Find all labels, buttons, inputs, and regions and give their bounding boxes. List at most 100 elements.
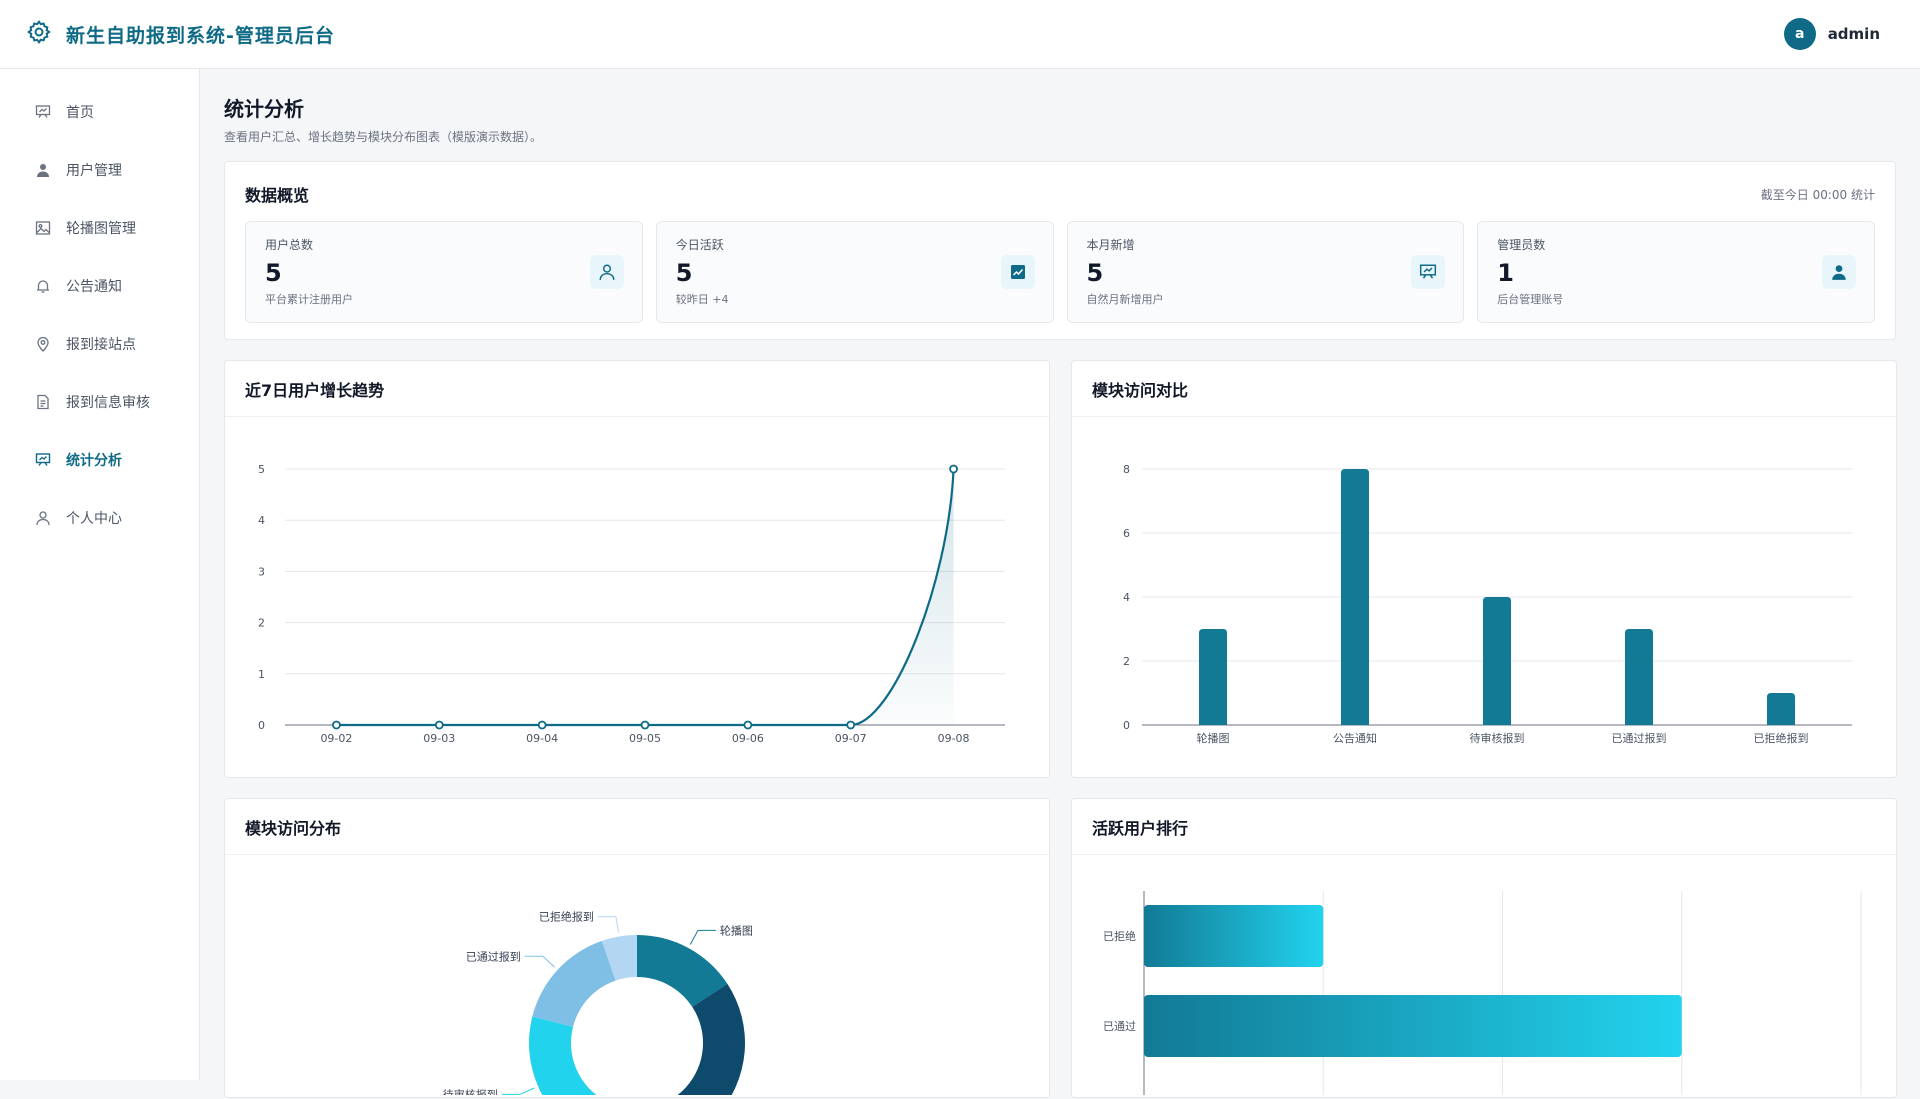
x-tick-label: 已通过报到 xyxy=(1612,731,1667,745)
presentation-icon xyxy=(1411,255,1446,289)
sidebar-item-label: 用户管理 xyxy=(66,163,122,179)
stat-value: 5 xyxy=(265,259,282,287)
data-point xyxy=(640,720,650,730)
stat-label: 本月新增 xyxy=(1086,238,1135,252)
user-menu[interactable]: a admin xyxy=(1783,18,1880,50)
bar xyxy=(1483,597,1511,725)
x-tick-label: 09-02 xyxy=(320,732,352,745)
gear-icon[interactable] xyxy=(26,19,52,49)
location-pin-icon xyxy=(34,335,52,353)
data-point xyxy=(434,720,444,730)
stat-card-admins: 管理员数 1 后台管理账号 xyxy=(1477,221,1875,323)
visits-chart-panel: 模块访问对比 0 2 4 6 8 轮播图 公告通知 待审核报到 已通过报到 已拒绝报到 xyxy=(1071,360,1897,778)
y-tick-label: 3 xyxy=(258,565,265,578)
slice-label: 已拒绝报到 xyxy=(539,910,594,924)
overview-card: 数据概览 截至今日 00:00 统计 用户总数 5 平台累计注册用户 今日活跃 … xyxy=(224,161,1896,340)
sidebar-item-stations[interactable]: 报到接站点 xyxy=(0,315,199,373)
stat-card-total-users: 用户总数 5 平台累计注册用户 xyxy=(245,221,643,323)
main-content: 统计分析 查看用户汇总、增长趋势与模块分布图表（模版演示数据）。 数据概览 截至… xyxy=(224,69,1897,1099)
x-tick-label: 09-06 xyxy=(732,732,764,745)
series-line xyxy=(336,468,955,727)
sidebar-item-label: 首页 xyxy=(66,105,94,121)
data-point xyxy=(537,720,547,730)
bar xyxy=(1199,629,1227,725)
stat-card-active-today: 今日活跃 5 较昨日 +4 xyxy=(655,221,1054,323)
ranking-chart-panel: 活跃用户排行 已拒绝已通过 xyxy=(1071,798,1897,1098)
page-subtitle: 查看用户汇总、增长趋势与模块分布图表（模版演示数据）。 xyxy=(224,130,543,144)
y-tick-label: 4 xyxy=(258,514,265,527)
y-tick-label: 2 xyxy=(1123,655,1130,668)
donut-slice xyxy=(532,940,616,1027)
sidebar-item-label: 个人中心 xyxy=(66,511,122,527)
sidebar-item-review[interactable]: 报到信息审核 xyxy=(0,373,199,431)
x-tick-label: 09-03 xyxy=(423,732,455,745)
sidebar-item-label: 统计分析 xyxy=(66,453,122,469)
donut-slice xyxy=(671,983,745,1099)
bar xyxy=(1144,995,1682,1057)
person-outline-icon xyxy=(34,509,52,527)
x-tick-label: 轮播图 xyxy=(1197,731,1230,745)
x-tick-label: 09-08 xyxy=(938,732,970,745)
stat-card-monthly-new: 本月新增 5 自然月新增用户 xyxy=(1066,221,1465,323)
bar xyxy=(1625,629,1653,725)
donut-slice xyxy=(601,935,637,981)
username[interactable]: admin xyxy=(1827,25,1880,43)
sidebar-item-label: 报到信息审核 xyxy=(66,395,150,411)
data-point xyxy=(949,464,958,474)
y-tick-label: 8 xyxy=(1123,463,1130,476)
user-icon xyxy=(34,161,52,179)
data-point xyxy=(743,720,753,730)
app-title: 新生自助报到系统-管理员后台 xyxy=(66,24,335,47)
chart-board-icon xyxy=(34,451,52,469)
ranking-chart-title: 活跃用户排行 xyxy=(1072,799,1896,855)
growth-line-chart: 0 1 2 3 4 5 09-02 09-03 09-04 09-05 09-06 09-07 09-0… xyxy=(258,463,1005,745)
y-tick-label: 0 xyxy=(1123,719,1130,732)
sidebar-item-label: 报到接站点 xyxy=(66,337,136,353)
label-leader-line xyxy=(501,1087,535,1095)
growth-chart-panel: 近7日用户增长趋势 0 1 2 3 4 5 09-02 09-03 09-04 09-05 09-0… xyxy=(224,360,1050,778)
page-title: 统计分析 xyxy=(224,97,304,121)
stat-label: 今日活跃 xyxy=(675,238,724,252)
stat-label: 管理员数 xyxy=(1497,238,1546,252)
donut-slice xyxy=(637,935,728,1007)
x-tick-label: 已拒绝报到 xyxy=(1754,731,1809,745)
trend-chart-icon xyxy=(1000,255,1035,289)
y-tick-label: 已拒绝 xyxy=(1103,929,1136,943)
sidebar-item-home[interactable]: 首页 xyxy=(0,83,199,141)
visits-bar-chart: 0 2 4 6 8 轮播图 公告通知 待审核报到 已通过报到 已拒绝报到 xyxy=(1123,463,1852,745)
y-tick-label: 0 xyxy=(258,719,265,732)
sidebar-item-carousel[interactable]: 轮播图管理 xyxy=(0,199,199,257)
slice-label: 轮播图 xyxy=(720,923,753,937)
label-leader-line xyxy=(689,929,716,945)
y-tick-label: 5 xyxy=(258,463,265,476)
x-tick-label: 09-04 xyxy=(526,732,558,745)
sidebar-item-profile[interactable]: 个人中心 xyxy=(0,489,199,547)
label-leader-line xyxy=(524,955,555,968)
x-tick-label: 09-07 xyxy=(835,732,867,745)
growth-chart-title: 近7日用户增长趋势 xyxy=(225,361,1049,417)
sidebar-item-users[interactable]: 用户管理 xyxy=(0,141,199,199)
stat-desc: 后台管理账号 xyxy=(1497,293,1564,306)
y-tick-label: 已通过 xyxy=(1103,1020,1136,1033)
document-icon xyxy=(34,393,52,411)
series-area xyxy=(336,469,954,725)
slice-label: 待审核报到 xyxy=(443,1087,498,1095)
stat-value: 5 xyxy=(1086,259,1104,287)
y-tick-label: 2 xyxy=(258,617,265,630)
avatar[interactable]: a xyxy=(1783,18,1816,50)
bar xyxy=(1767,693,1795,725)
stat-value: 1 xyxy=(1497,259,1514,287)
user-icon xyxy=(589,255,624,289)
stat-desc: 平台累计注册用户 xyxy=(265,293,353,306)
stat-desc: 较昨日 +4 xyxy=(675,293,729,306)
label-leader-line xyxy=(597,916,620,933)
donut-slice xyxy=(529,1016,603,1099)
sidebar-item-statistics[interactable]: 统计分析 xyxy=(0,431,199,489)
sidebar-item-notices[interactable]: 公告通知 xyxy=(0,257,199,315)
image-icon xyxy=(34,219,52,237)
x-tick-label: 公告通知 xyxy=(1333,731,1377,745)
y-tick-label: 4 xyxy=(1123,591,1130,604)
